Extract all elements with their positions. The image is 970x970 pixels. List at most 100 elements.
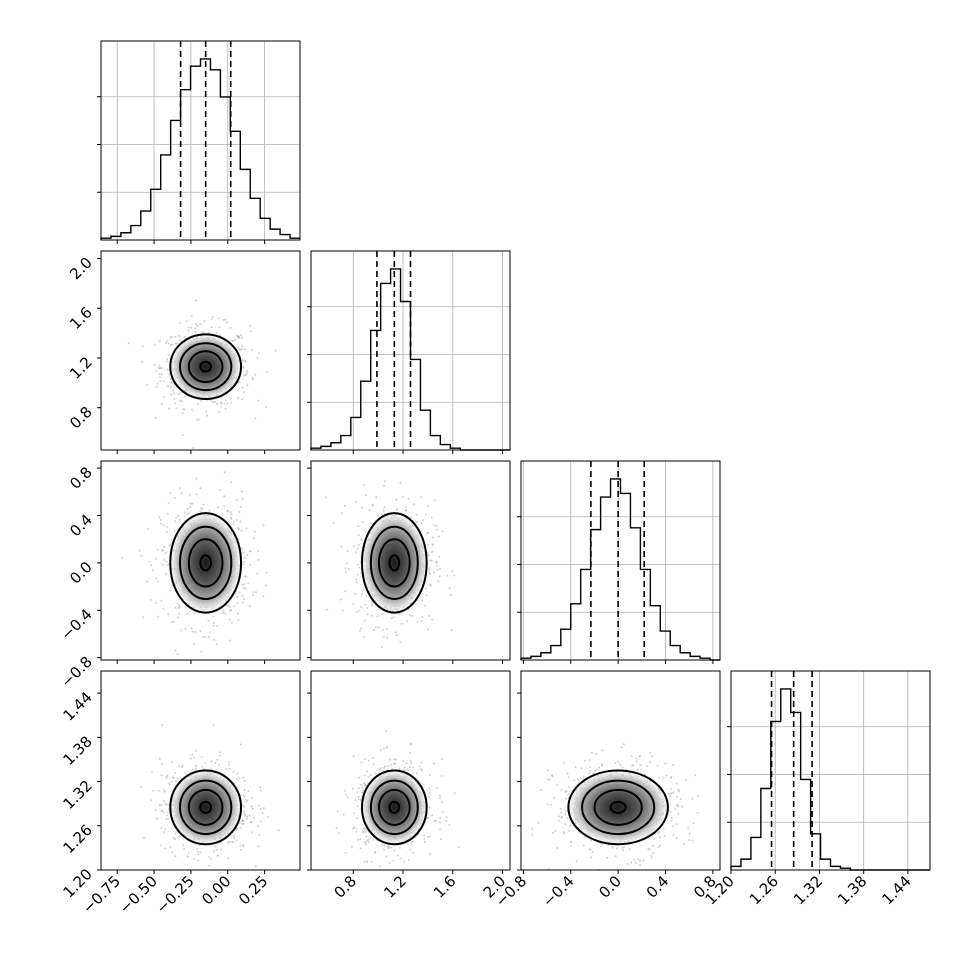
scatter-point [405,762,408,765]
scatter-point [160,599,163,602]
scatter-point [355,830,358,833]
scatter-point [677,788,680,791]
scatter-point [352,787,355,790]
scatter-point [246,815,249,818]
density-contour-2 [377,788,411,826]
scatter-point [229,609,232,612]
scatter-point [241,583,244,586]
scatter-point [436,528,438,531]
scatter-point [204,636,207,638]
scatter-point [434,819,437,822]
scatter-point [362,831,365,834]
scatter-point [404,506,407,509]
scatter-point [189,493,192,496]
scatter-point [224,399,227,402]
density-contour-0 [169,769,243,846]
scatter-point [424,841,426,843]
scatter-point [139,785,142,788]
scatter-point [189,506,192,509]
scatter-point [243,359,246,362]
scatter-point [408,766,411,769]
scatter-point [352,812,355,815]
scatter-point [218,763,220,766]
scatter-point [163,831,166,834]
scatter-point [189,757,192,760]
scatter-point [167,613,170,616]
scatter-point [206,414,209,417]
scatter-point [251,807,254,810]
scatter-point [250,821,253,824]
scatter-point [155,557,157,560]
scatter-panel-3-2 [517,670,721,874]
scatter-point [266,816,269,819]
scatter-point [178,487,181,489]
scatter-point [151,770,153,773]
scatter-point [394,631,397,634]
scatter-point [440,774,443,777]
scatter-point [431,618,434,621]
scatter-point [189,502,192,505]
scatter-point [192,446,194,449]
scatter-point [537,821,540,824]
scatter-point [191,753,194,756]
scatter-point [241,497,244,500]
scatter-point [212,624,215,627]
scatter-point [170,621,173,624]
density-shading [358,766,430,848]
density-shading [166,331,245,403]
scatter-point [449,594,452,597]
scatter-point [157,580,159,583]
y-tick-label: 0.0 [66,558,96,588]
x-tick-label: 0.00 [198,872,234,908]
scatter-point [408,614,411,617]
scatter-point [393,758,396,761]
scatter-point [224,318,227,321]
scatter-point [675,782,678,785]
scatter-point [616,847,618,850]
histogram-line-2 [520,478,720,661]
scatter-point [385,855,388,858]
scatter-point [435,561,438,564]
scatter-point [228,618,231,621]
y-tick-label: 1.6 [66,303,96,333]
scatter-point [399,481,402,484]
scatter-point [383,765,386,768]
scatter-point [233,605,236,608]
scatter-point [204,761,206,764]
scatter-point [386,765,389,767]
scatter-point [344,789,347,792]
scatter-point [164,552,167,554]
x-tick-label: −0.25 [153,872,198,917]
scatter-point [386,628,389,631]
scatter-point [441,801,444,804]
scatter-point [343,504,346,507]
scatter-point [233,836,236,839]
x-tick-label: 1.26 [746,872,782,908]
scatter-point [238,591,241,594]
panel-frame [100,40,301,241]
density-contour-3 [199,360,212,373]
scatter-point [336,810,339,813]
scatter-point [155,369,158,372]
y-tick-label: −0.4 [57,605,95,643]
scatter-point [220,402,223,405]
scatter-point [430,560,433,562]
x-tick-label: −0.50 [116,872,161,917]
scatter-point [341,512,344,515]
scatter-point [200,650,203,653]
scatter-panel-2-0 [97,460,301,664]
scatter-point [228,767,231,770]
scatter-point [165,573,167,576]
scatter-point [614,762,617,764]
scatter-point [197,403,200,406]
scatter-point [239,827,242,829]
scatter-point [364,831,367,834]
scatter-point [573,779,576,782]
histogram-panel-3 [727,670,931,874]
scatter-point [383,506,386,509]
scatter-point [239,743,242,746]
scatter-point [223,402,226,405]
scatter-point [677,812,680,815]
scatter-point [662,776,665,779]
